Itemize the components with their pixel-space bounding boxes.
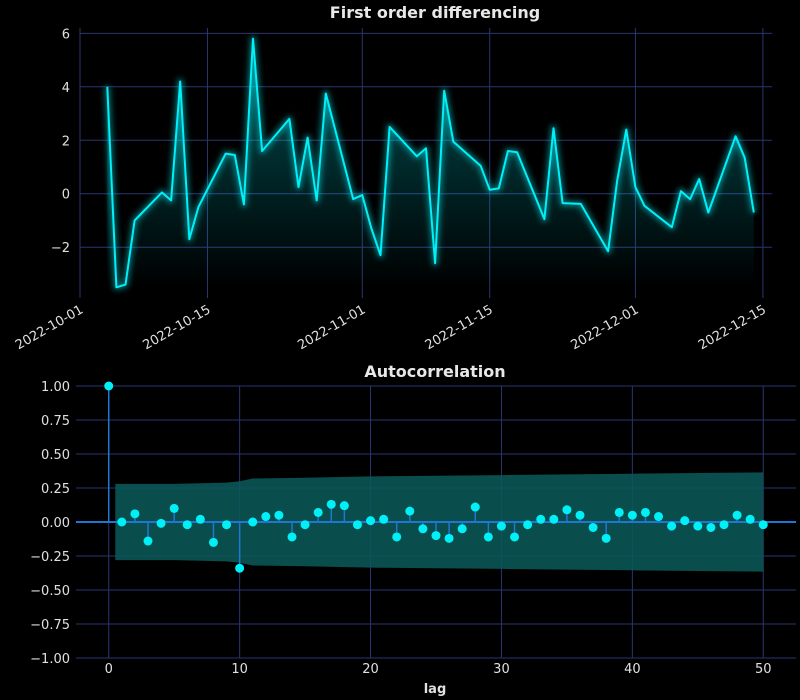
acf-point [235,563,245,573]
acf-point [562,505,572,515]
x-tick-label: 40 [624,662,641,677]
acf-point [706,522,716,532]
acf-point [392,532,402,542]
acf-point [379,514,389,524]
y-tick-label: −0.50 [30,584,70,599]
acf-point [758,520,768,530]
acf-point [680,516,690,526]
x-tick-label: 2022-12-01 [568,302,641,353]
acf-point [300,520,310,530]
acf-point [693,521,703,531]
chart-title: Autocorrelation [364,362,505,381]
acf-point [627,510,637,520]
acf-point [483,532,493,542]
acf-point [143,536,153,546]
acf-point [745,514,755,524]
acf-point [117,517,127,527]
acf-point [510,532,520,542]
acf-point [405,506,415,516]
x-tick-label: 2022-10-15 [141,302,214,353]
y-tick-label: −2 [51,241,70,256]
y-tick-label: 0.50 [41,448,70,463]
acf-point [104,381,114,391]
acf-point [352,520,362,530]
x-tick-label: 10 [231,662,248,677]
area-fill-path [107,38,754,288]
x-tick-label: 50 [755,662,772,677]
acf-point [601,533,611,543]
x-tick-label: 20 [362,662,379,677]
acf-point [457,524,467,534]
y-tick-label: 6 [62,27,70,42]
acf-point [614,507,624,517]
acf-point [248,517,258,527]
x-axis-label: lag [424,682,447,697]
grid [79,28,772,298]
series-line-path [106,37,755,289]
series-line [104,35,757,291]
acf-point [287,532,297,542]
y-tick-label: −0.25 [30,550,70,565]
x-tick-label: 2022-11-01 [295,302,368,353]
acf-point [326,499,336,509]
x-axis-ticks: 2022-10-01 2022-10-15 2022-11-01 2022-11-15… [13,302,769,353]
x-tick-label: 0 [105,662,113,677]
autocorrelation-chart: Autocorrelation −1.00 −0.75 −0.50 −0.25 0.00… [30,362,796,697]
y-tick-label: 2 [62,134,70,149]
acf-point [640,507,650,517]
x-tick-label: 30 [493,662,510,677]
y-tick-label: 0.75 [41,414,70,429]
x-tick-label: 2022-12-15 [696,302,769,353]
y-axis-ticks: −1.00 −0.75 −0.50 −0.25 0.00 0.25 0.50 0.75 1.00 [30,380,70,667]
acf-point [169,503,179,513]
acf-point [274,510,284,520]
acf-point [130,509,140,519]
y-tick-label: −0.75 [30,618,70,633]
x-tick-label: 2022-11-15 [423,302,496,353]
acf-point [418,524,428,534]
acf-point [523,520,533,530]
acf-point [444,533,454,543]
acf-point [156,518,166,528]
y-tick-label: −1.00 [30,652,70,667]
acf-point [654,512,664,522]
y-tick-label: 0.25 [41,482,70,497]
acf-point [536,514,546,524]
acf-point [195,514,205,524]
x-axis-ticks: 0 10 20 30 40 50 [105,662,772,677]
acf-point [208,537,218,547]
y-tick-label: 4 [62,81,70,96]
y-tick-label: 1.00 [41,380,70,395]
y-tick-label: 0 [62,188,70,203]
acf-point [575,510,585,520]
acf-point [339,501,349,511]
acf-point [719,520,729,530]
markers [104,381,768,573]
acf-point [431,531,441,541]
y-axis-ticks: −2 0 2 4 6 [51,27,70,256]
y-tick-label: 0.00 [41,516,70,531]
line-chart: First order differencing −2 0 2 4 6 2022-10-… [13,3,772,353]
acf-point [222,520,232,530]
acf-point [261,512,271,522]
acf-point [313,507,323,517]
acf-point [496,521,506,531]
acf-point [588,522,598,532]
acf-point [182,520,192,530]
acf-point [667,521,677,531]
chart-title: First order differencing [330,3,540,22]
x-tick-label: 2022-10-01 [13,302,86,353]
area-fill [107,38,754,288]
acf-point [366,516,376,526]
acf-point [732,510,742,520]
acf-point [549,514,559,524]
acf-point [470,502,480,512]
